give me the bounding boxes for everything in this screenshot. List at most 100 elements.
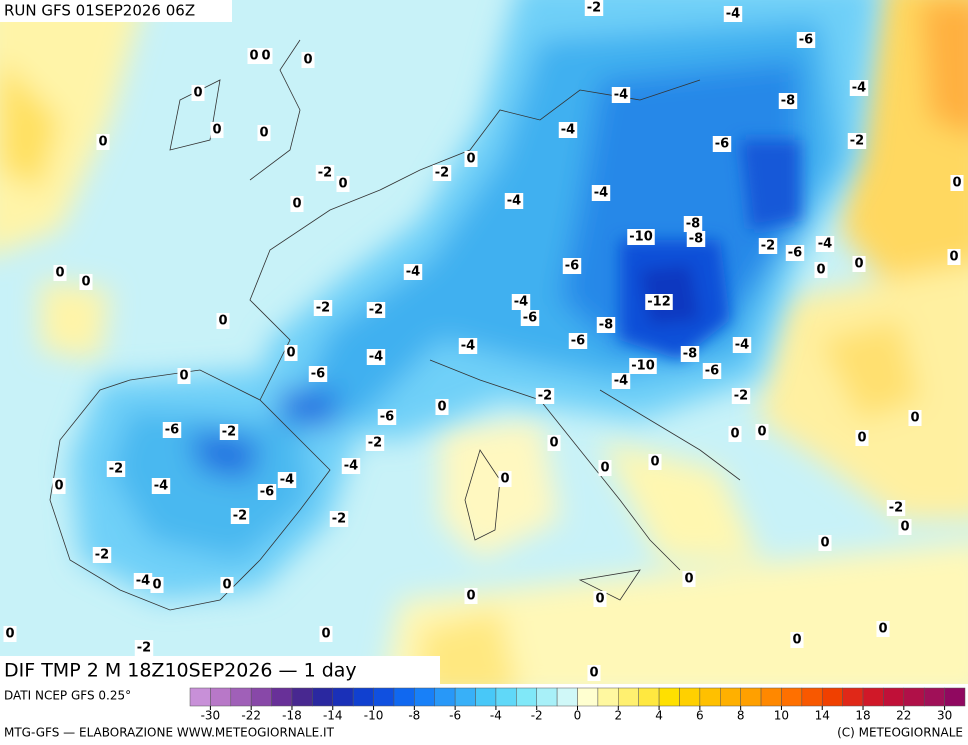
contour-label: -2	[318, 166, 332, 181]
contour-label: -2	[316, 301, 330, 316]
label-box	[847, 133, 867, 149]
run-title: RUN GFS 01SEP2026 06Z	[4, 2, 195, 20]
label-box	[313, 300, 333, 316]
contour-label: -2	[95, 548, 109, 563]
colorbar-label: -4	[490, 709, 502, 723]
contour-label: 0	[338, 177, 347, 192]
label-box	[568, 333, 588, 349]
contour-label: -4	[818, 237, 832, 252]
contour-label: -6	[799, 33, 813, 48]
contour-label: -4	[461, 339, 475, 354]
label-box	[290, 196, 304, 212]
colorbar-label: 8	[737, 709, 745, 723]
colorbar-label: -22	[241, 709, 261, 723]
label-box	[301, 52, 315, 68]
contour-label: 0	[81, 275, 90, 290]
label-box	[435, 399, 449, 415]
contour-label: 0	[98, 135, 107, 150]
label-box	[598, 460, 612, 476]
contour-label: 0	[259, 126, 268, 141]
contour-label: 0	[212, 123, 221, 138]
contour-label: 0	[152, 578, 161, 593]
colorbar-label: 2	[614, 709, 622, 723]
label-box	[162, 422, 182, 438]
label-box	[52, 478, 66, 494]
label-box	[758, 238, 778, 254]
contour-label: -4	[280, 473, 294, 488]
colorbar-label: -14	[323, 709, 343, 723]
colorbar-label: 14	[815, 709, 830, 723]
title-box	[0, 0, 232, 22]
colorbar-swatch	[373, 687, 395, 707]
colorbar-swatch	[862, 687, 884, 707]
label-box	[3, 626, 17, 642]
contour-label: -2	[368, 436, 382, 451]
label-box	[790, 632, 804, 648]
label-box	[587, 665, 601, 681]
colorbar-label: -10	[364, 709, 384, 723]
label-box	[702, 363, 722, 379]
contour-label: 0	[816, 263, 825, 278]
label-box	[908, 410, 922, 426]
contour-label: 0	[54, 479, 63, 494]
contour-label: -4	[507, 194, 521, 209]
contour-label: 0	[549, 436, 558, 451]
colorbar-swatch	[699, 687, 721, 707]
label-box	[778, 93, 798, 109]
colorbar-swatch	[312, 687, 334, 707]
label-box	[432, 165, 452, 181]
label-box	[796, 32, 816, 48]
contour-label: -2	[889, 501, 903, 516]
label-box	[511, 294, 531, 310]
contour-label: 0	[684, 572, 693, 587]
contour-label: -12	[647, 295, 671, 310]
contour-label: -6	[523, 311, 537, 326]
caption-box	[0, 656, 440, 686]
label-box	[79, 274, 93, 290]
label-box	[365, 435, 385, 451]
label-box	[210, 122, 224, 138]
label-box	[177, 368, 191, 384]
label-box	[257, 125, 271, 141]
contour-labels: -2 -4-600 00 -4 -8-40 00-4-6 -20-20-200-4-4-8-…	[3, 0, 964, 681]
label-box	[106, 461, 126, 477]
label-box	[898, 519, 912, 535]
warm-areas	[0, 0, 968, 684]
contour-label: 0	[730, 427, 739, 442]
label-box	[92, 547, 112, 563]
label-box	[219, 424, 239, 440]
contour-label: 0	[500, 472, 509, 487]
contour-label: -8	[686, 217, 700, 232]
colorbar-swatch	[781, 687, 803, 707]
contour-label: -6	[788, 246, 802, 261]
contour-label: -4	[136, 574, 150, 589]
contour-label: 0	[321, 627, 330, 642]
label-box	[648, 454, 662, 470]
label-box	[627, 229, 655, 245]
source-text: DATI NCEP GFS 0.25°	[4, 689, 131, 703]
label-box	[686, 231, 706, 247]
contour-label: -6	[705, 364, 719, 379]
label-box	[593, 591, 607, 607]
colorbar-label: 10	[774, 709, 789, 723]
map-caption: DIF TMP 2 M 18Z10SEP2026 — 1 day	[4, 660, 357, 682]
contour-label: 0	[222, 578, 231, 593]
colorbar-swatch	[944, 687, 966, 707]
label-box	[191, 85, 205, 101]
contour-label: -4	[406, 265, 420, 280]
contour-label: 0	[650, 455, 659, 470]
contour-label: -2	[587, 1, 601, 16]
contour-label: 0	[193, 86, 202, 101]
contour-label: -2	[332, 512, 346, 527]
label-box	[547, 435, 561, 451]
label-box	[535, 388, 555, 404]
colorbar-swatch	[536, 687, 558, 707]
label-box	[315, 165, 335, 181]
colorbar-label: 30	[937, 709, 952, 723]
contour-label: -4	[614, 88, 628, 103]
contour-label: 0	[55, 266, 64, 281]
colorbar: -30 -22 -18 -14 -10 -8 -6 -4 -2 0 2 4 6 8 10 14 18 22 30	[189, 687, 966, 723]
label-box	[818, 535, 832, 551]
label-box	[947, 249, 961, 265]
contour-label: 0	[286, 346, 295, 361]
